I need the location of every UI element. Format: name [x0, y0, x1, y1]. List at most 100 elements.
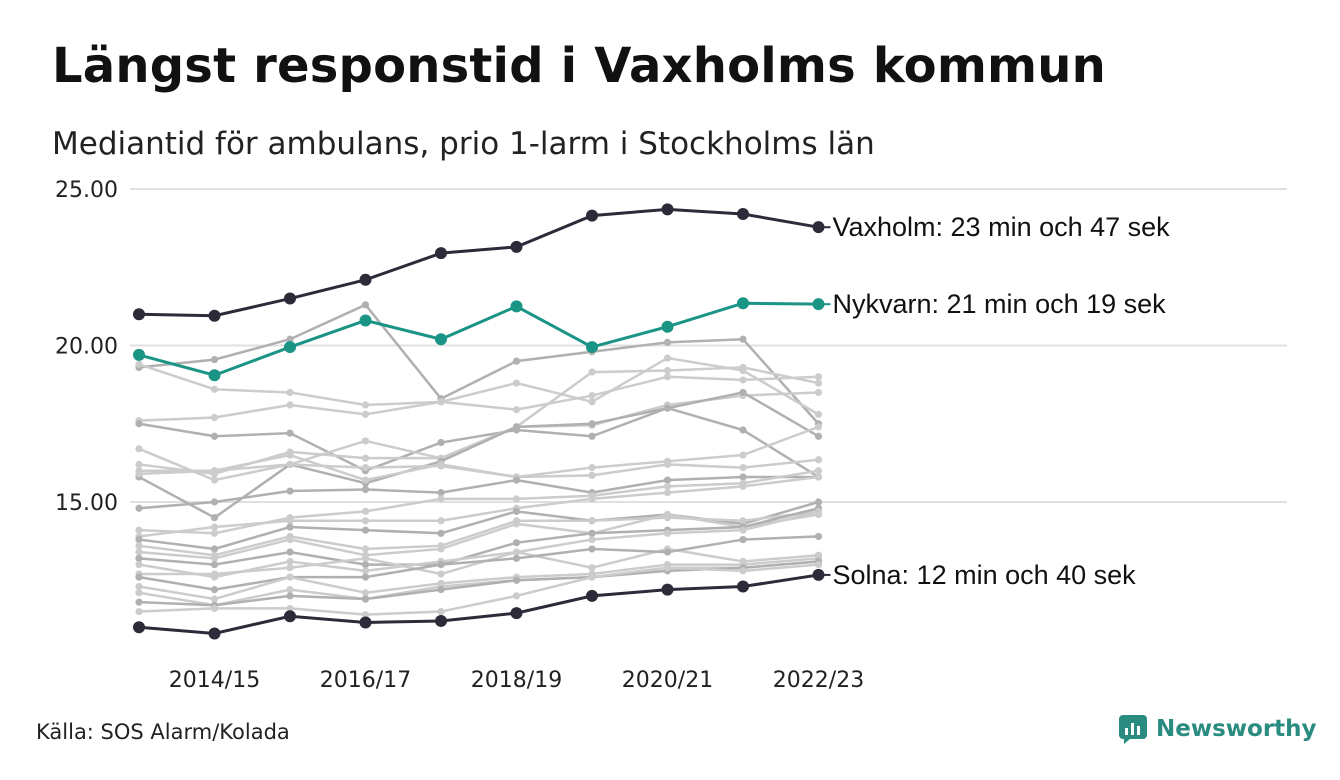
other-series-point	[739, 535, 747, 544]
x-tick-label: 2014/15	[169, 668, 260, 693]
other-series-point	[361, 410, 370, 418]
other-series-point	[739, 526, 747, 534]
other-series-point	[210, 514, 219, 522]
other-series-point	[210, 355, 219, 364]
other-series-point	[135, 548, 143, 556]
series-point-vaxholm	[284, 292, 296, 305]
other-series-line	[138, 391, 820, 520]
other-series-point	[512, 406, 521, 414]
other-series-point	[286, 523, 294, 531]
other-series-line	[138, 535, 819, 591]
other-series-point	[663, 548, 672, 556]
series-label-nykvarn: Nykvarn: 21 min och 19 sek	[833, 289, 1167, 319]
other-series-point	[210, 554, 219, 562]
other-series-point	[210, 595, 219, 603]
other-series-point	[814, 388, 823, 397]
other-series-point	[361, 476, 370, 484]
other-series-point	[814, 467, 823, 475]
other-series-point	[663, 564, 672, 572]
other-series-point	[135, 445, 143, 453]
series-point-solna	[510, 607, 523, 620]
other-series-point	[210, 586, 219, 594]
series-point-solna	[737, 580, 749, 593]
other-series-point	[361, 561, 370, 569]
other-series-point	[814, 432, 823, 440]
series-point-nykvarn	[661, 320, 674, 333]
other-series-point	[739, 473, 747, 481]
other-series-point	[814, 379, 823, 387]
y-tick-label: 25.00	[55, 178, 118, 203]
other-series-point	[361, 301, 370, 309]
other-series-line	[138, 303, 820, 425]
other-series-point	[135, 504, 143, 512]
other-series-line	[138, 563, 819, 616]
other-series-point	[361, 545, 370, 553]
series-line-nykvarn	[138, 301, 819, 377]
other-series-point	[286, 335, 294, 343]
series-point-vaxholm	[737, 208, 749, 221]
other-series-point	[437, 495, 445, 503]
other-series-point	[512, 592, 521, 600]
other-series-point	[135, 360, 143, 368]
other-series-point	[663, 476, 672, 484]
other-series-point	[361, 589, 370, 597]
other-series-point	[588, 391, 596, 400]
other-series-point	[210, 523, 219, 531]
other-series-point	[588, 517, 596, 525]
other-series-line	[138, 363, 819, 411]
other-series-point	[512, 539, 521, 547]
other-series-point	[663, 482, 672, 490]
other-series-point	[361, 454, 370, 462]
other-series-point	[512, 357, 521, 365]
series-point-solna	[284, 610, 296, 623]
series-point-nykvarn	[435, 333, 447, 346]
other-series-point	[739, 426, 747, 434]
other-series-point	[286, 388, 294, 397]
series-line-solna	[138, 573, 819, 635]
series-point-vaxholm	[586, 209, 598, 222]
other-series-point	[135, 535, 143, 544]
other-series-point	[814, 507, 823, 515]
other-series-point	[739, 463, 747, 472]
other-series-point	[814, 498, 823, 506]
series-point-vaxholm	[359, 273, 372, 286]
other-series-point	[210, 561, 219, 569]
other-series-point	[588, 564, 596, 572]
other-series-point	[437, 489, 445, 497]
other-series-point	[588, 495, 596, 503]
other-series-point	[361, 507, 370, 515]
other-series-line	[138, 507, 819, 566]
other-series-point	[512, 423, 521, 431]
other-series-point	[512, 554, 521, 562]
other-series-point	[135, 561, 143, 569]
other-series-point	[588, 529, 596, 537]
other-series-point	[210, 413, 219, 422]
x-tick-label: 2018/19	[471, 668, 562, 693]
other-series-point	[286, 429, 294, 437]
series-point-solna	[435, 614, 447, 627]
other-series-point	[361, 573, 370, 581]
other-series-line	[138, 406, 820, 479]
other-series-point	[361, 554, 370, 562]
other-series-point	[135, 582, 143, 591]
other-series-point	[361, 485, 370, 494]
source-note: Källa: SOS Alarm/Kolada	[36, 720, 290, 744]
other-series-point	[286, 604, 294, 613]
other-series-point	[437, 398, 445, 406]
other-series-point	[286, 592, 294, 600]
other-series-point	[512, 379, 521, 387]
other-series-point	[512, 548, 521, 556]
highlighted-series: Vaxholm: 23 min och 47 sek Nykvarn: 21 mi…	[133, 203, 1170, 640]
other-series-point	[814, 373, 823, 381]
other-series-point	[588, 420, 596, 428]
other-series-point	[663, 354, 672, 362]
series-point-vaxholm	[208, 309, 221, 322]
other-series-point	[361, 517, 370, 525]
other-series-point	[739, 517, 747, 525]
other-series-point	[135, 589, 143, 597]
other-series-point	[135, 526, 143, 534]
other-series-point	[135, 420, 143, 428]
other-series-point	[512, 576, 521, 584]
other-series-point	[361, 595, 370, 603]
y-tick-label: 20.00	[55, 335, 118, 360]
